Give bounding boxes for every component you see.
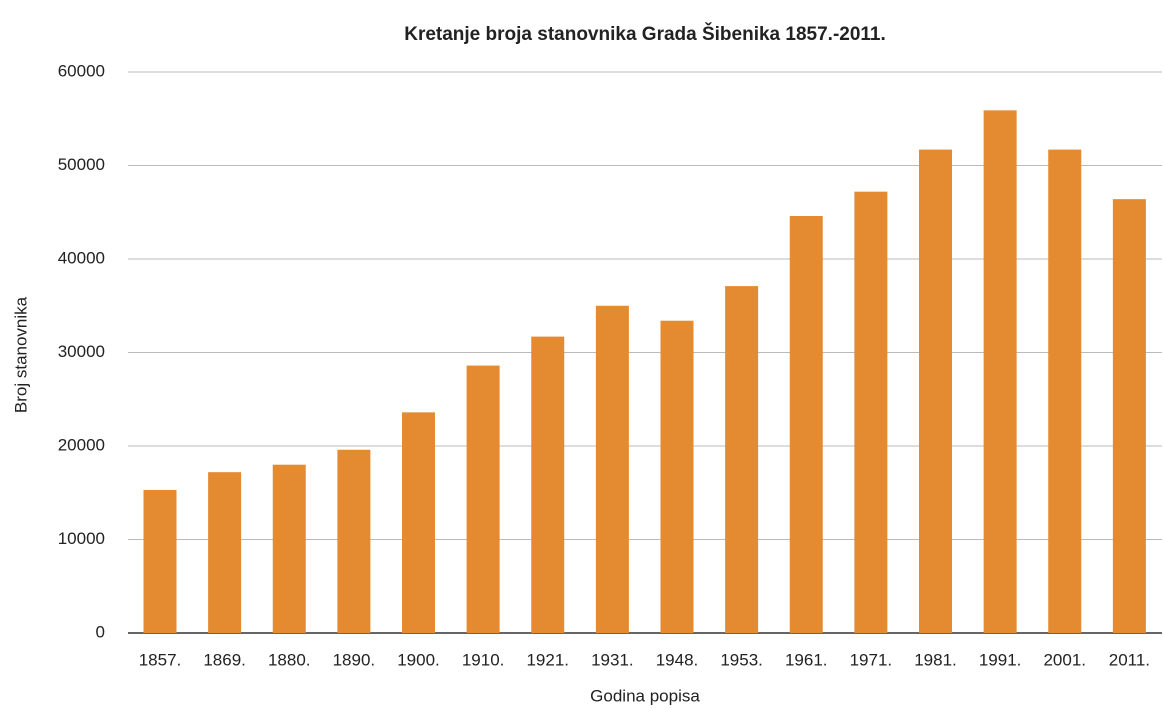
y-tick-label: 50000 [58,155,105,174]
bar [983,110,1017,633]
bar [660,320,694,633]
x-tick-label: 1910. [462,650,505,669]
x-tick-label: 1900. [397,650,440,669]
y-tick-label: 60000 [58,61,105,80]
x-tick-label: 1857. [139,650,182,669]
x-axis-label: Godina popisa [590,686,700,705]
bar [337,449,371,633]
bar [402,412,435,633]
bar [919,149,952,634]
x-tick-label: 1890. [333,650,376,669]
bar [789,215,823,634]
x-tick-label: 1931. [591,650,634,669]
bar [143,489,177,633]
bar [854,191,888,633]
y-tick-label: 10000 [58,529,105,548]
bar [531,336,565,633]
y-tick-label: 0 [96,622,105,641]
chart-title: Kretanje broja stanovnika Grada Šibenika… [404,23,886,45]
bar [272,464,306,633]
bar [1048,149,1082,634]
y-axis-label: Broj stanovnika [11,296,30,413]
bar [725,286,759,633]
bar [466,365,500,633]
bar [208,472,242,633]
x-tick-label: 1948. [656,650,699,669]
y-tick-label: 20000 [58,435,105,454]
x-tick-label: 2011. [1109,650,1150,669]
x-tick-label: 1991. [979,650,1022,669]
x-tick-label: 1880. [268,650,311,669]
bar [1112,199,1146,633]
x-tick-label: 1953. [720,650,763,669]
x-tick-label: 2001. [1043,650,1086,669]
x-tick-label: 1981. [914,650,957,669]
x-tick-label: 1921. [526,650,569,669]
y-tick-label: 30000 [58,342,105,361]
y-tick-label: 40000 [58,248,105,267]
x-tick-label: 1971. [850,650,893,669]
x-tick-label: 1961. [785,650,828,669]
x-tick-label: 1869. [203,650,246,669]
bar [595,305,629,633]
